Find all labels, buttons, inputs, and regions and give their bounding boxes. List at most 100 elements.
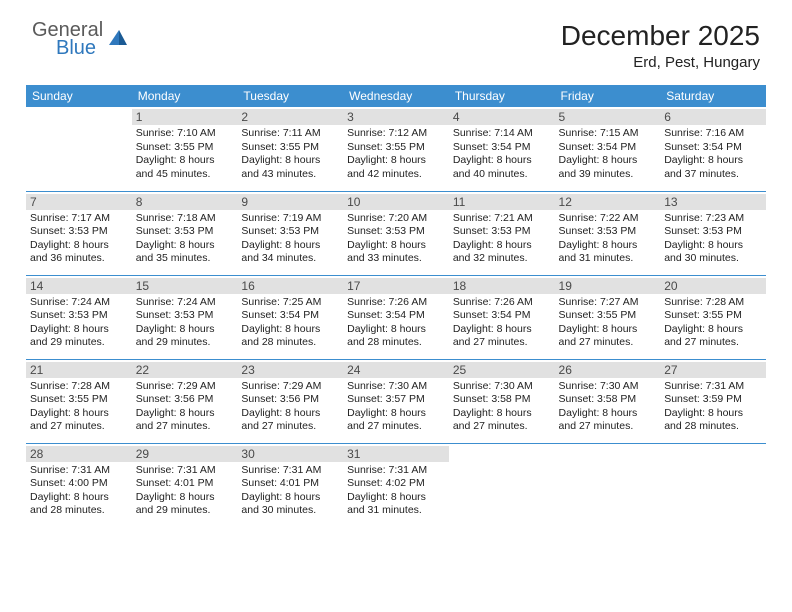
calendar-cell: 1 Sunrise: 7:10 AMSunset: 3:55 PMDaylight… [132,107,238,191]
sunset-line: Sunset: 3:53 PM [30,309,128,323]
day-info: Sunrise: 7:19 AMSunset: 3:53 PMDaylight:… [241,212,339,267]
day-number: 30 [237,446,343,462]
day-info: Sunrise: 7:30 AMSunset: 3:58 PMDaylight:… [559,380,657,435]
day-info: Sunrise: 7:31 AMSunset: 4:01 PMDaylight:… [241,464,339,519]
day-info: Sunrise: 7:17 AMSunset: 3:53 PMDaylight:… [30,212,128,267]
sunrise-line: Sunrise: 7:29 AM [136,380,234,394]
calendar-cell: 30 Sunrise: 7:31 AMSunset: 4:01 PMDayligh… [237,443,343,527]
sunset-line: Sunset: 3:55 PM [241,141,339,155]
daylight-line: Daylight: 8 hours and 28 minutes. [241,323,339,350]
calendar-cell-empty [26,107,132,191]
sunset-line: Sunset: 3:53 PM [136,309,234,323]
sunrise-line: Sunrise: 7:17 AM [30,212,128,226]
day-number: 1 [132,109,238,125]
calendar-cell: 31Sunrise: 7:31 AMSunset: 4:02 PMDayligh… [343,443,449,527]
day-info: Sunrise: 7:18 AMSunset: 3:53 PMDaylight:… [136,212,234,267]
day-info: Sunrise: 7:23 AMSunset: 3:53 PMDaylight:… [664,212,762,267]
daylight-line: Daylight: 8 hours and 45 minutes. [136,154,234,181]
sunset-line: Sunset: 3:55 PM [664,309,762,323]
sunset-line: Sunset: 3:54 PM [664,141,762,155]
day-number: 23 [237,362,343,378]
day-number: 19 [555,278,661,294]
calendar-cell: 9 Sunrise: 7:19 AMSunset: 3:53 PMDaylight… [237,191,343,275]
daylight-line: Daylight: 8 hours and 27 minutes. [241,407,339,434]
day-info: Sunrise: 7:30 AMSunset: 3:58 PMDaylight:… [453,380,551,435]
daylight-line: Daylight: 8 hours and 27 minutes. [664,323,762,350]
daylight-line: Daylight: 8 hours and 31 minutes. [347,491,445,518]
calendar-row: 21 Sunrise: 7:28 AMSunset: 3:55 PMDayligh… [26,359,766,443]
sunset-line: Sunset: 3:54 PM [347,309,445,323]
sunrise-line: Sunrise: 7:23 AM [664,212,762,226]
calendar-cell: 19Sunrise: 7:27 AMSunset: 3:55 PMDayligh… [555,275,661,359]
daylight-line: Daylight: 8 hours and 40 minutes. [453,154,551,181]
sunset-line: Sunset: 3:53 PM [241,225,339,239]
sunset-line: Sunset: 3:59 PM [664,393,762,407]
sail-icon [107,27,129,54]
sunset-line: Sunset: 3:56 PM [136,393,234,407]
sunrise-line: Sunrise: 7:20 AM [347,212,445,226]
sunset-line: Sunset: 3:56 PM [241,393,339,407]
daylight-line: Daylight: 8 hours and 29 minutes. [136,491,234,518]
sunrise-line: Sunrise: 7:31 AM [664,380,762,394]
sunrise-line: Sunrise: 7:24 AM [30,296,128,310]
day-info: Sunrise: 7:28 AMSunset: 3:55 PMDaylight:… [30,380,128,435]
sunrise-line: Sunrise: 7:31 AM [241,464,339,478]
day-info: Sunrise: 7:15 AMSunset: 3:54 PMDaylight:… [559,127,657,182]
calendar-cell: 13 Sunrise: 7:23 AMSunset: 3:53 PMDayligh… [660,191,766,275]
sunset-line: Sunset: 3:53 PM [30,225,128,239]
weekday-header: Sunday [26,85,132,107]
day-number: 10 [343,194,449,210]
sunrise-line: Sunrise: 7:19 AM [241,212,339,226]
day-info: Sunrise: 7:29 AMSunset: 3:56 PMDaylight:… [241,380,339,435]
day-number: 7 [26,194,132,210]
sunset-line: Sunset: 3:55 PM [347,141,445,155]
day-info: Sunrise: 7:22 AMSunset: 3:53 PMDaylight:… [559,212,657,267]
logo-bottom: Blue [56,38,103,58]
day-info: Sunrise: 7:10 AMSunset: 3:55 PMDaylight:… [136,127,234,182]
sunset-line: Sunset: 3:53 PM [559,225,657,239]
day-number: 13 [660,194,766,210]
daylight-line: Daylight: 8 hours and 33 minutes. [347,239,445,266]
daylight-line: Daylight: 8 hours and 27 minutes. [136,407,234,434]
weekday-header: Tuesday [237,85,343,107]
day-number: 21 [26,362,132,378]
sunrise-line: Sunrise: 7:30 AM [453,380,551,394]
sunset-line: Sunset: 4:01 PM [241,477,339,491]
calendar-cell: 28Sunrise: 7:31 AMSunset: 4:00 PMDayligh… [26,443,132,527]
location: Erd, Pest, Hungary [561,54,760,71]
day-number: 22 [132,362,238,378]
sunrise-line: Sunrise: 7:16 AM [664,127,762,141]
day-info: Sunrise: 7:24 AMSunset: 3:53 PMDaylight:… [30,296,128,351]
daylight-line: Daylight: 8 hours and 36 minutes. [30,239,128,266]
calendar-cell: 8Sunrise: 7:18 AMSunset: 3:53 PMDaylight… [132,191,238,275]
day-number: 17 [343,278,449,294]
calendar-cell: 18Sunrise: 7:26 AMSunset: 3:54 PMDayligh… [449,275,555,359]
sunrise-line: Sunrise: 7:30 AM [559,380,657,394]
calendar-cell: 22 Sunrise: 7:29 AMSunset: 3:56 PMDayligh… [132,359,238,443]
sunrise-line: Sunrise: 7:22 AM [559,212,657,226]
sunrise-line: Sunrise: 7:28 AM [664,296,762,310]
day-number: 12 [555,194,661,210]
day-info: Sunrise: 7:25 AMSunset: 3:54 PMDaylight:… [241,296,339,351]
calendar-cell: 15Sunrise: 7:24 AMSunset: 3:53 PMDayligh… [132,275,238,359]
daylight-line: Daylight: 8 hours and 35 minutes. [136,239,234,266]
logo: General Blue [32,20,129,58]
header: General Blue December 2025 Erd, Pest, Hu… [0,0,792,79]
calendar-cell: 12 Sunrise: 7:22 AMSunset: 3:53 PMDayligh… [555,191,661,275]
calendar-cell: 17Sunrise: 7:26 AMSunset: 3:54 PMDayligh… [343,275,449,359]
calendar-cell: 26Sunrise: 7:30 AMSunset: 3:58 PMDayligh… [555,359,661,443]
sunset-line: Sunset: 3:55 PM [559,309,657,323]
day-number: 9 [237,194,343,210]
calendar-cell: 23 Sunrise: 7:29 AMSunset: 3:56 PMDayligh… [237,359,343,443]
sunrise-line: Sunrise: 7:28 AM [30,380,128,394]
weekday-header: Saturday [660,85,766,107]
month-title: December 2025 [561,20,760,52]
day-number: 20 [660,278,766,294]
sunset-line: Sunset: 3:53 PM [136,225,234,239]
day-number: 4 [449,109,555,125]
sunrise-line: Sunrise: 7:15 AM [559,127,657,141]
calendar-row: 14Sunrise: 7:24 AMSunset: 3:53 PMDayligh… [26,275,766,359]
calendar-cell: 16Sunrise: 7:25 AMSunset: 3:54 PMDayligh… [237,275,343,359]
daylight-line: Daylight: 8 hours and 39 minutes. [559,154,657,181]
calendar-cell-empty [555,443,661,527]
